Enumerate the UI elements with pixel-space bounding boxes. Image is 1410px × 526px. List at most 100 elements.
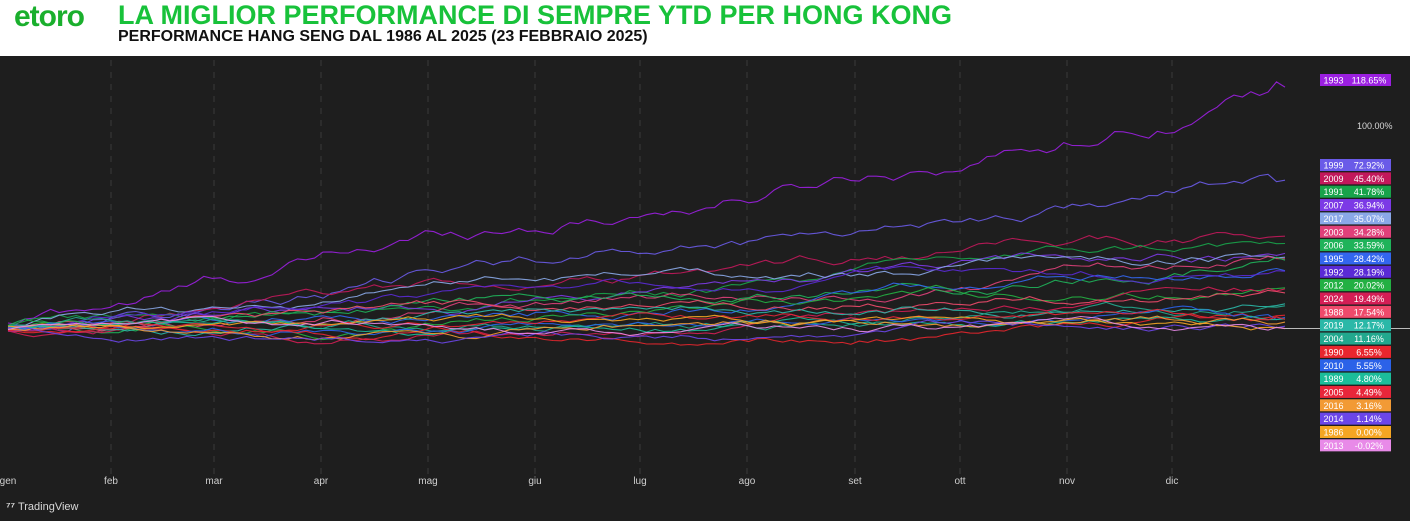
- legend-value-label: 4.80%: [1356, 374, 1382, 384]
- x-tick-label: gen: [0, 476, 16, 487]
- legend-year-box: [1320, 239, 1347, 252]
- series-line-1986: [7, 313, 1286, 331]
- legend-year-label: 1993: [1323, 76, 1343, 86]
- legend-value-box: [1347, 292, 1391, 305]
- legend-value-box: [1347, 199, 1391, 212]
- legend-year-label: 2007: [1323, 201, 1343, 211]
- x-tick-label: set: [848, 476, 862, 487]
- series-line-2024: [7, 286, 1286, 345]
- legend-value-box: [1347, 426, 1391, 438]
- legend-year-box: [1320, 345, 1347, 358]
- legend-year-label: 1989: [1323, 374, 1343, 384]
- legend-year-box: [1320, 212, 1347, 225]
- legend-value-box: [1347, 265, 1391, 278]
- legend-year-label: 2024: [1323, 294, 1343, 304]
- legend-value-box: [1347, 332, 1391, 345]
- legend-value-label: 6.55%: [1356, 347, 1382, 357]
- legend-value-box: [1347, 359, 1391, 372]
- legend-year-box: [1320, 279, 1347, 292]
- header: etoro LA MIGLIOR PERFORMANCE DI SEMPRE Y…: [0, 0, 1410, 56]
- series-line-2005: [7, 308, 1286, 341]
- legend-year-label: 1990: [1323, 347, 1343, 357]
- legend-value-label: 12.17%: [1354, 321, 1385, 331]
- legend-value-box: [1347, 252, 1391, 265]
- legend-value-label: 34.28%: [1354, 227, 1385, 237]
- legend-year-label: 1986: [1323, 428, 1343, 438]
- legend-value-box: [1347, 439, 1391, 452]
- legend-year-box: [1320, 372, 1347, 385]
- legend-year-label: 1991: [1323, 187, 1343, 197]
- legend-value-box: [1347, 185, 1391, 198]
- legend-value-box: [1347, 372, 1391, 385]
- legend-value-label: 17.54%: [1354, 307, 1385, 317]
- legend-value-label: 11.16%: [1354, 334, 1384, 344]
- legend-year-label: 2009: [1323, 174, 1343, 184]
- legend-value-label: 35.07%: [1354, 214, 1385, 224]
- y-axis-ticks: 100.00%: [1357, 121, 1393, 131]
- legend-year-label: 2004: [1323, 334, 1343, 344]
- legend-value-label: 41.78%: [1354, 187, 1385, 197]
- series-legend: 1993 118.65% 1999 72.92% 2009 45.40% 1991 41.78…: [1320, 74, 1391, 452]
- legend-value-label: 4.49%: [1356, 387, 1382, 397]
- legend-value-label: 20.02%: [1354, 281, 1385, 291]
- legend-year-box: [1320, 199, 1347, 212]
- grid-lines: [110, 60, 1173, 475]
- legend-year-box: [1320, 385, 1347, 398]
- chart-panel: gen feb mar apr mag giu lug ago set ott nov dic 100…: [0, 56, 1410, 521]
- legend-value-label: 3.16%: [1356, 401, 1382, 411]
- legend-year-box: [1320, 159, 1347, 171]
- page-title: LA MIGLIOR PERFORMANCE DI SEMPRE YTD PER…: [118, 0, 953, 30]
- legend-value-label: 36.94%: [1354, 201, 1385, 211]
- x-tick-label: giu: [528, 476, 541, 487]
- x-tick-label: ago: [739, 476, 756, 487]
- series-line-1992: [7, 265, 1286, 332]
- legend-value-label: 28.42%: [1354, 254, 1385, 264]
- legend-value-box: [1347, 319, 1391, 332]
- legend-value-label: 28.19%: [1354, 267, 1385, 277]
- legend-value-box: [1347, 159, 1391, 171]
- legend-year-label: 2003: [1323, 227, 1343, 237]
- series-line-2007: [7, 252, 1286, 333]
- legend-value-label: 19.49%: [1354, 294, 1385, 304]
- x-tick-label: mar: [205, 476, 223, 487]
- x-tick-label: ott: [954, 476, 965, 487]
- legend-year-box: [1320, 426, 1347, 438]
- legend-value-box: [1347, 172, 1391, 185]
- legend-year-label: 2006: [1323, 241, 1343, 251]
- legend-year-box: [1320, 359, 1347, 372]
- legend-year-label: 2019: [1323, 321, 1343, 331]
- legend-value-box: [1347, 305, 1391, 318]
- legend-year-box: [1320, 74, 1347, 86]
- x-tick-label: lug: [633, 476, 646, 487]
- legend-value-box: [1347, 74, 1391, 86]
- legend-year-box: [1320, 412, 1347, 425]
- legend-value-label: 5.55%: [1356, 361, 1382, 371]
- tradingview-icon: ⁷⁷: [6, 501, 16, 513]
- legend-year-box: [1320, 332, 1347, 345]
- legend-year-box: [1320, 172, 1347, 185]
- legend-year-label: 2010: [1323, 361, 1343, 371]
- legend-year-box: [1320, 439, 1347, 452]
- series-line-2014: [7, 319, 1286, 344]
- legend-value-box: [1347, 279, 1391, 292]
- legend-value-box: [1347, 239, 1391, 252]
- legend-year-label: 1988: [1323, 307, 1343, 317]
- series-line-2004: [7, 301, 1286, 333]
- series-line-1993: [7, 81, 1286, 325]
- legend-year-box: [1320, 399, 1347, 412]
- x-tick-label: feb: [104, 476, 118, 487]
- legend-value-box: [1347, 345, 1391, 358]
- legend-value-label: 33.59%: [1354, 241, 1385, 251]
- legend-value-box: [1347, 399, 1391, 412]
- legend-year-label: 1992: [1323, 267, 1343, 277]
- legend-value-box: [1347, 412, 1391, 425]
- legend-value-label: 45.40%: [1354, 174, 1385, 184]
- legend-year-box: [1320, 185, 1347, 198]
- series-line-2010: [7, 305, 1286, 338]
- legend-value-label: 0.00%: [1356, 428, 1382, 438]
- series-line-1999: [7, 173, 1286, 332]
- legend-year-label: 2017: [1323, 214, 1343, 224]
- x-tick-label: apr: [314, 476, 329, 487]
- legend-year-label: 1999: [1323, 161, 1343, 171]
- legend-year-box: [1320, 225, 1347, 238]
